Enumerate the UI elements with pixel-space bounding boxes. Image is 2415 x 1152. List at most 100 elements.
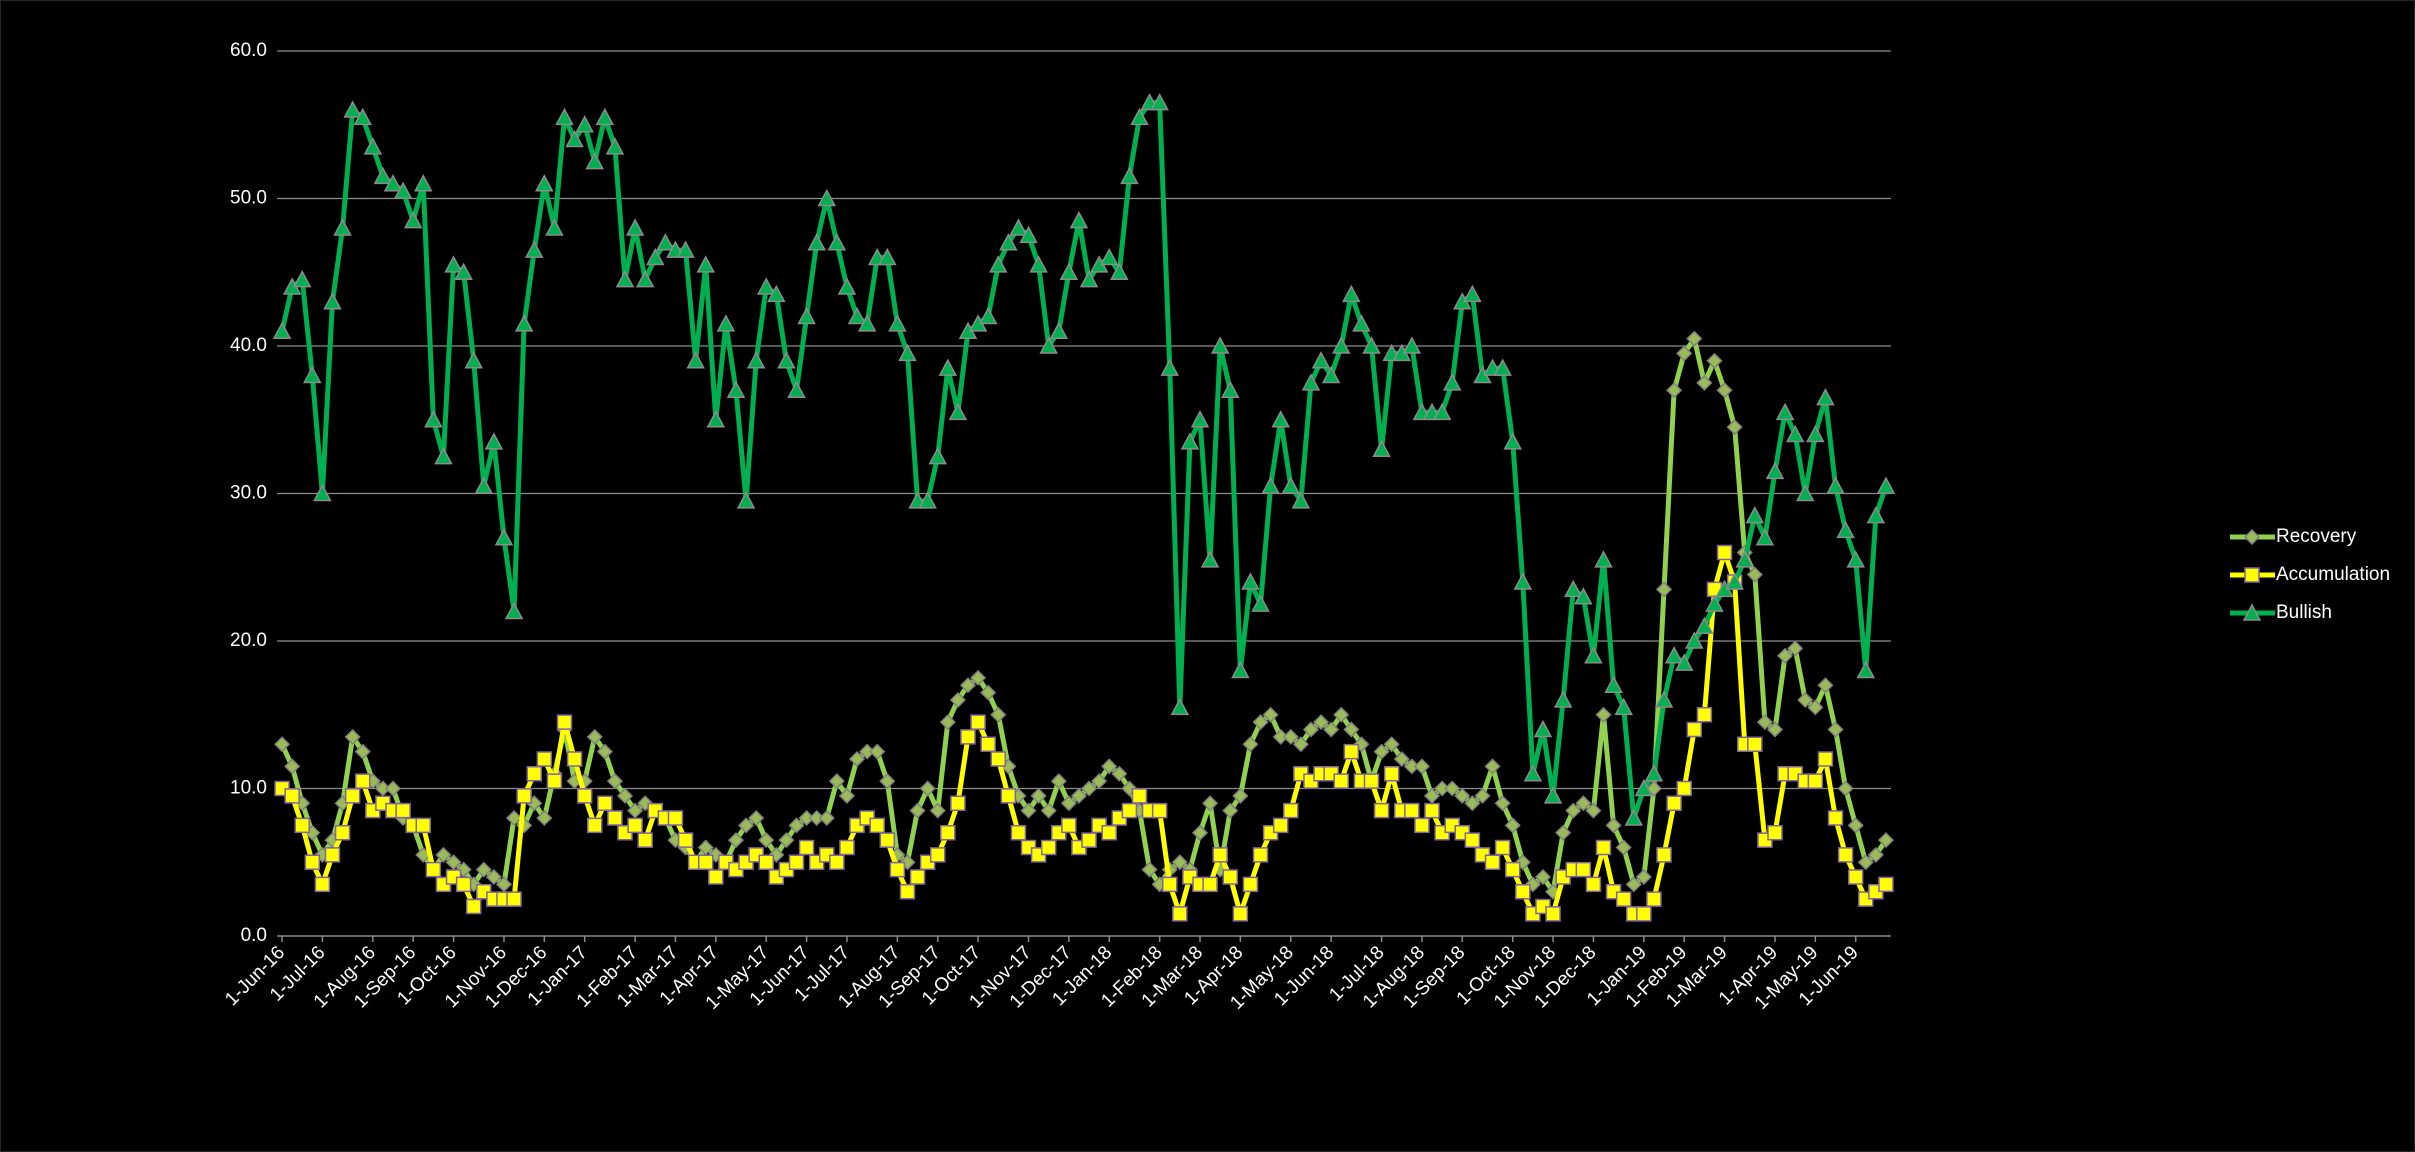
data-marker xyxy=(1605,817,1622,834)
data-marker xyxy=(272,321,292,339)
data-marker xyxy=(1081,832,1097,848)
data-marker xyxy=(1242,876,1259,893)
data-marker xyxy=(1837,780,1854,797)
data-marker xyxy=(415,817,432,834)
data-marker xyxy=(637,832,653,848)
data-marker xyxy=(1666,382,1683,399)
data-marker xyxy=(1200,550,1220,568)
data-marker xyxy=(797,306,816,325)
data-marker xyxy=(565,129,584,148)
data-marker xyxy=(597,795,613,811)
data-marker xyxy=(667,810,684,826)
data-marker xyxy=(940,825,956,841)
data-marker xyxy=(1565,802,1582,819)
data-marker xyxy=(294,817,310,834)
data-marker xyxy=(788,817,805,834)
data-marker xyxy=(1414,817,1430,834)
data-marker xyxy=(566,751,583,767)
data-marker xyxy=(1120,166,1139,185)
data-marker xyxy=(545,218,564,236)
data-marker xyxy=(1686,330,1703,347)
data-marker xyxy=(1202,795,1219,812)
data-marker xyxy=(1302,721,1320,738)
data-marker xyxy=(1513,572,1533,590)
data-marker xyxy=(435,846,452,863)
data-marker xyxy=(746,351,766,369)
data-marker xyxy=(1030,787,1047,804)
data-marker xyxy=(1775,402,1795,421)
data-marker xyxy=(1221,380,1240,398)
data-marker xyxy=(1393,750,1410,768)
data-marker xyxy=(1857,854,1874,871)
data-marker xyxy=(777,351,796,369)
data-marker xyxy=(1615,839,1632,856)
data-marker xyxy=(1372,439,1391,457)
data-marker xyxy=(1464,795,1481,812)
data-marker xyxy=(970,714,986,730)
data-marker xyxy=(1545,906,1561,922)
data-marker xyxy=(506,891,522,907)
data-marker xyxy=(1787,640,1804,657)
data-marker xyxy=(1575,861,1592,878)
data-marker xyxy=(909,869,926,885)
data-marker xyxy=(1666,795,1682,811)
data-marker xyxy=(1251,594,1270,612)
data-marker xyxy=(1504,861,1521,878)
data-marker xyxy=(1533,719,1553,738)
data-marker xyxy=(959,677,977,694)
data-marker xyxy=(1676,345,1693,362)
data-marker xyxy=(1725,572,1744,590)
data-marker xyxy=(1515,884,1531,900)
y-tick-label: 20.0 xyxy=(230,630,267,651)
data-marker xyxy=(292,270,312,288)
data-marker xyxy=(1847,869,1864,885)
data-marker xyxy=(607,810,623,826)
y-tick-label: 60.0 xyxy=(230,40,267,61)
data-marker xyxy=(1654,690,1674,708)
data-marker xyxy=(1029,255,1048,273)
data-marker xyxy=(1342,284,1361,303)
data-marker xyxy=(284,758,301,775)
data-marker xyxy=(1091,773,1108,790)
data-marker xyxy=(676,240,695,258)
data-marker xyxy=(1636,906,1652,922)
legend-marker xyxy=(2242,603,2262,621)
data-marker xyxy=(363,137,383,155)
data-marker xyxy=(1333,773,1349,789)
data-marker xyxy=(615,270,635,288)
data-marker xyxy=(1383,766,1400,782)
data-marker xyxy=(727,832,745,849)
data-marker xyxy=(1150,93,1169,111)
data-marker xyxy=(1484,854,1501,870)
data-marker xyxy=(686,351,705,369)
data-marker xyxy=(950,795,966,811)
data-marker xyxy=(1674,653,1694,671)
data-marker xyxy=(938,358,958,376)
data-marker xyxy=(556,714,573,730)
data-marker xyxy=(1543,786,1563,804)
data-marker xyxy=(354,773,371,789)
data-marker xyxy=(1676,780,1692,797)
data-marker xyxy=(726,380,746,398)
data-marker xyxy=(1363,773,1380,789)
data-marker xyxy=(1523,764,1543,782)
data-marker xyxy=(1494,795,1511,812)
data-marker xyxy=(1463,284,1482,303)
data-marker xyxy=(898,343,917,362)
data-marker xyxy=(1210,336,1230,354)
data-marker xyxy=(1282,728,1299,745)
data-marker xyxy=(393,181,413,199)
legend-marker xyxy=(2244,567,2260,583)
data-marker xyxy=(1222,802,1239,819)
data-marker xyxy=(536,751,553,767)
data-marker xyxy=(373,166,393,185)
data-marker xyxy=(1131,788,1148,804)
data-marker xyxy=(1474,787,1491,804)
data-marker xyxy=(960,729,976,745)
data-marker xyxy=(1311,351,1331,369)
data-marker xyxy=(555,107,574,126)
legend-label: Recovery xyxy=(2276,526,2357,547)
data-marker xyxy=(788,854,805,870)
data-marker xyxy=(1130,107,1149,126)
